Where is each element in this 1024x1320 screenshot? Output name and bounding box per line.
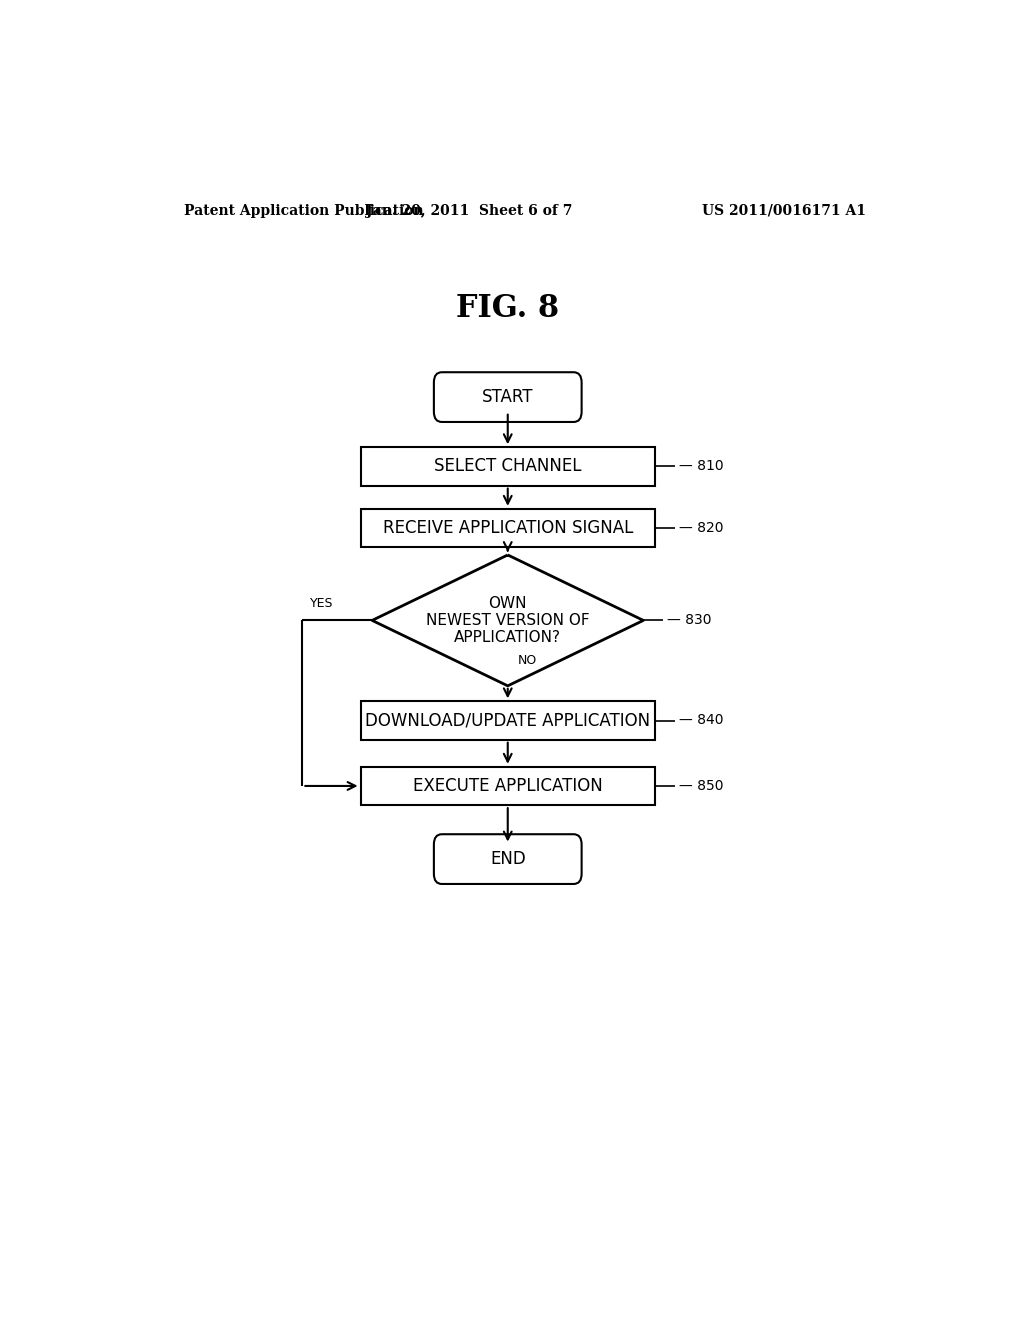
Text: — 850: — 850 <box>679 779 723 793</box>
Text: — 840: — 840 <box>679 714 723 727</box>
Text: EXECUTE APPLICATION: EXECUTE APPLICATION <box>413 777 603 795</box>
FancyBboxPatch shape <box>434 834 582 884</box>
Text: Patent Application Publication: Patent Application Publication <box>183 203 423 218</box>
Text: Jan. 20, 2011  Sheet 6 of 7: Jan. 20, 2011 Sheet 6 of 7 <box>366 203 572 218</box>
FancyBboxPatch shape <box>360 447 655 486</box>
FancyBboxPatch shape <box>360 767 655 805</box>
Text: FIG. 8: FIG. 8 <box>456 293 559 323</box>
Text: NO: NO <box>517 653 537 667</box>
Text: — 830: — 830 <box>668 614 712 627</box>
FancyBboxPatch shape <box>360 701 655 739</box>
Text: US 2011/0016171 A1: US 2011/0016171 A1 <box>702 203 866 218</box>
Text: RECEIVE APPLICATION SIGNAL: RECEIVE APPLICATION SIGNAL <box>383 519 633 537</box>
Text: OWN
NEWEST VERSION OF
APPLICATION?: OWN NEWEST VERSION OF APPLICATION? <box>426 595 590 645</box>
Text: SELECT CHANNEL: SELECT CHANNEL <box>434 458 582 475</box>
Text: START: START <box>482 388 534 407</box>
Text: END: END <box>489 850 525 869</box>
Text: — 810: — 810 <box>679 459 723 474</box>
FancyBboxPatch shape <box>360 508 655 548</box>
FancyBboxPatch shape <box>434 372 582 422</box>
Text: YES: YES <box>310 597 334 610</box>
Text: — 820: — 820 <box>679 521 723 535</box>
Text: DOWNLOAD/UPDATE APPLICATION: DOWNLOAD/UPDATE APPLICATION <box>366 711 650 730</box>
